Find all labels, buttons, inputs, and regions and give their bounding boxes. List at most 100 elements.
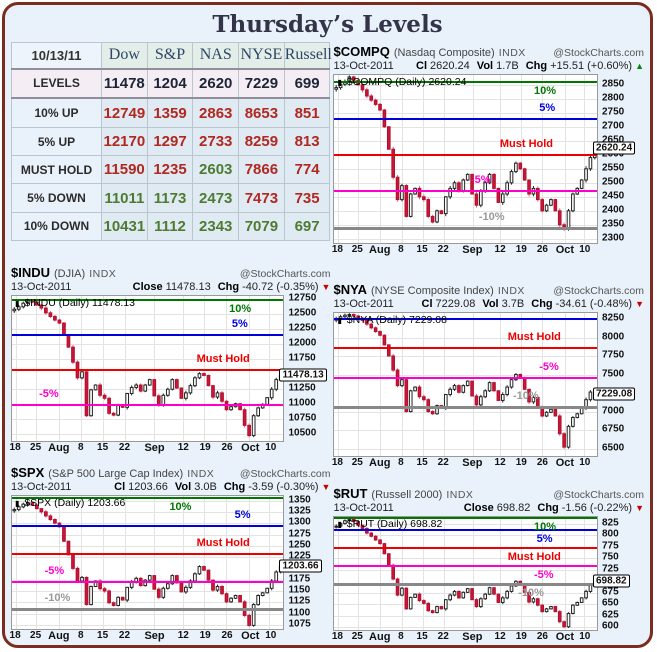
y-tick-label: 2800 [602, 92, 625, 104]
grid-line-horizontal [334, 168, 597, 170]
y-tick-label: 600 [602, 620, 619, 632]
chg-label: Chg [531, 298, 553, 310]
grid-line-vertical [500, 313, 502, 456]
x-tick-label: Aug [369, 457, 391, 469]
grid-line-vertical [380, 75, 382, 243]
grid-line-vertical [36, 296, 38, 441]
table-cell: 10431 [101, 211, 148, 242]
plot-legend: ▮ $NYA (Daily) 7229.08 [337, 314, 447, 326]
chart-header: $COMPQ (Nasdaq Composite) INDX @StockCharts… [333, 44, 644, 59]
x-tick-label: 26 [221, 630, 233, 641]
y-tick-label: 2300 [602, 232, 625, 244]
level-line-5 [12, 580, 284, 583]
level-line-musthold [334, 347, 597, 350]
grid-line-vertical [472, 517, 474, 630]
grid-line-horizontal [12, 579, 284, 581]
close-value: 7229.08 [435, 298, 476, 310]
x-tick-label: Oct [241, 630, 260, 642]
grid-line-vertical [422, 75, 424, 243]
price-tag: 2620.24 [593, 141, 636, 155]
grid-line-vertical [422, 517, 424, 630]
arrow-up-icon: ▲ [635, 61, 644, 71]
chart-name: (Nasdaq Composite) [393, 47, 495, 59]
level-label: -5% [44, 564, 65, 577]
chart-stats: Close 698.82 Chg -1.56 (-0.22%) ▼ [457, 501, 644, 515]
table-cell: 11590 [101, 155, 148, 185]
y-tick-label: 650 [602, 597, 619, 609]
grid-line-horizontal [334, 558, 597, 560]
grid-line-horizontal [334, 337, 597, 339]
chart-info-line: 13-Oct-2011 Close 698.82 Chg -1.56 (-0.22%) ▼ [333, 501, 644, 516]
x-axis-labels: 18 25 Aug 8 15 22 Sep 12 19 26 Oct 10 [332, 244, 598, 258]
y-axis-labels: 1350 1325 1300 1275 1250 1225 1175 1150 1125 1100… [279, 494, 330, 630]
x-tick-label: 10 [579, 244, 591, 255]
y-tick-label: 8000 [602, 331, 625, 342]
level-line-5 [334, 376, 597, 379]
plot-row: 10% 5% Must Hold -5% -10% ▮ $COMPQ (Daily) 26… [333, 74, 644, 244]
x-tick-label: 22 [437, 457, 449, 468]
grid-line-horizontal [334, 448, 597, 450]
grid-line-vertical [500, 75, 502, 243]
level-label: 10% [533, 521, 557, 533]
level-line-5 [12, 403, 284, 406]
row-label: 10% DOWN [11, 211, 102, 242]
y-tick-label: 2550 [602, 162, 625, 174]
y-tick-label: 10750 [288, 412, 317, 424]
x-tick-label: Sep [462, 457, 483, 469]
chg-value: -40.72 (-0.35%) [242, 281, 319, 293]
level-label: 10% [533, 85, 557, 98]
grid-line-horizontal [334, 182, 597, 184]
level-label: -5% [539, 360, 559, 373]
x-tick-label: 8 [398, 631, 404, 642]
x-tick-label: 26 [536, 244, 548, 255]
table-cell: 2473 [192, 183, 240, 213]
level-label: 5% [544, 313, 560, 314]
grid-line-vertical [81, 496, 83, 629]
y-tick-label: 12000 [288, 337, 317, 349]
chg-value: -34.61 (-0.48%) [555, 298, 633, 310]
x-tick-label: 18 [331, 457, 343, 468]
grid-line-vertical [422, 313, 424, 456]
level-label: -5% [470, 174, 491, 187]
y-tick-label: 1175 [288, 573, 311, 585]
grid-line-horizontal [334, 196, 597, 198]
y-tick-label: 7000 [602, 405, 625, 416]
y-tick-label: 2400 [602, 204, 625, 216]
level-line-10 [334, 582, 597, 586]
chart-date: 13-Oct-2011 [11, 281, 72, 293]
chart-symbol: $INDU [11, 265, 51, 280]
grid-line-vertical [443, 313, 445, 456]
level-label: 10% [229, 303, 252, 316]
level-line-10 [12, 299, 284, 302]
grid-line-vertical [521, 75, 523, 243]
table-cell: 1297 [146, 126, 194, 157]
candlestick-icon: ▮ [337, 78, 342, 87]
x-tick-label: 12 [177, 442, 189, 453]
content-columns: 10/13/11 Dow S&P NAS NYSE Russell LEVELS… [9, 42, 646, 645]
table-cell: 851 [283, 97, 331, 128]
chg-value: -1.56 (-0.22%) [561, 502, 633, 514]
level-line-10 [334, 81, 597, 84]
chart-stats: Cl 7229.08 Vol 3.7B Chg -34.61 (-0.48%) ▼ [415, 297, 644, 311]
grid-line-vertical [204, 296, 206, 441]
grid-line-vertical [102, 496, 104, 629]
grid-line-vertical [564, 313, 566, 456]
grid-line-vertical [154, 296, 156, 441]
price-tag: 698.82 [593, 574, 630, 588]
grid-line-vertical [401, 75, 403, 243]
y-tick-label: 750 [602, 551, 619, 563]
close-value: 2620.24 [430, 60, 470, 72]
level-line-10 [334, 405, 597, 409]
table-row: MUST HOLD 11590 1235 2603 7866 774 [11, 155, 331, 185]
column-header-sp: S&P [146, 42, 194, 69]
grid-line-vertical [249, 496, 251, 629]
y-tick-label: 675 [602, 586, 619, 598]
y-tick-label: 625 [602, 609, 619, 621]
x-tick-label: 19 [515, 631, 527, 642]
x-tick-label: 15 [97, 630, 109, 641]
table-cell: 8653 [238, 97, 285, 128]
x-tick-label: 19 [199, 442, 211, 453]
grid-line-vertical [521, 313, 523, 456]
x-tick-label: 10 [579, 631, 591, 642]
price-plot: 10% 5% Must Hold -5% -10% ▮ $RUT (Daily) 698.… [333, 516, 598, 631]
